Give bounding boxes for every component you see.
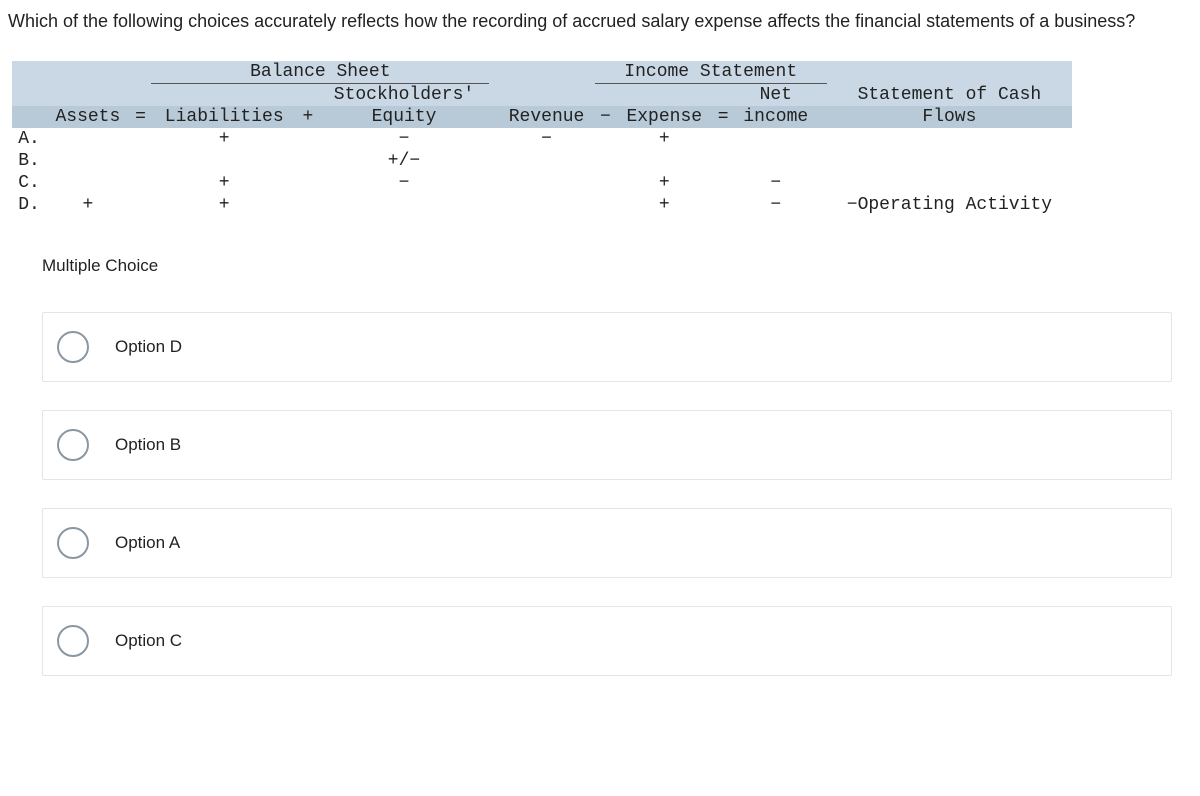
cell-cf [827,128,1072,150]
radio-icon[interactable] [57,429,89,461]
cell-assets: + [46,194,130,216]
option-row[interactable]: Option B [42,410,1172,480]
multiple-choice-heading: Multiple Choice [42,256,1192,276]
group-balance-sheet: Balance Sheet [151,61,489,84]
cell-rev [499,172,595,194]
table-header-row-2: Assets = Liabilities + Equity Revenue − … [12,106,1072,128]
cell-ni: − [734,172,818,194]
options-group: Option D Option B Option A Option C [42,312,1192,676]
option-label: Option A [115,533,180,553]
cell-rev [499,194,595,216]
hdr-stockholders-2: Equity [319,106,490,128]
hdr-eq2: = [712,106,734,128]
cell-assets [46,172,130,194]
radio-icon[interactable] [57,625,89,657]
row-label: D. [12,194,46,216]
table-row: A. + − − + [12,128,1072,150]
hdr-plus1: + [297,106,319,128]
cell-se: − [319,128,490,150]
cell-assets [46,150,130,172]
cell-ni [734,128,818,150]
accounting-table: Balance Sheet Income Statement Stockhold… [12,61,1072,216]
row-label: A. [12,128,46,150]
cell-liab [151,150,297,172]
row-label: C. [12,172,46,194]
cell-rev: − [499,128,595,150]
hdr-net-2: income [734,106,818,128]
option-row[interactable]: Option C [42,606,1172,676]
hdr-revenue: Revenue [499,106,595,128]
cell-cf: −Operating Activity [827,194,1072,216]
cell-exp: + [616,128,712,150]
cell-rev [499,150,595,172]
hdr-eq1: = [130,106,152,128]
hdr-liabilities: Liabilities [151,106,297,128]
cell-liab: + [151,172,297,194]
table-row: C. + − + − [12,172,1072,194]
accounting-table-wrap: Balance Sheet Income Statement Stockhold… [12,61,1192,216]
question-text: Which of the following choices accuratel… [8,10,1192,33]
option-label: Option C [115,631,182,651]
hdr-cashflows-2: Flows [827,106,1072,128]
table-row: B. +/− [12,150,1072,172]
hdr-minus: − [595,106,617,128]
cell-exp: + [616,172,712,194]
hdr-assets: Assets [46,106,130,128]
group-income-statement: Income Statement [595,61,827,84]
option-row[interactable]: Option A [42,508,1172,578]
option-label: Option D [115,337,182,357]
cell-exp [616,150,712,172]
hdr-expense: Expense [616,106,712,128]
cell-ni: − [734,194,818,216]
table-group-row: Balance Sheet Income Statement [12,61,1072,84]
table-row: D. + + + − −Operating Activity [12,194,1072,216]
hdr-stockholders-1: Stockholders' [319,84,490,107]
cell-assets [46,128,130,150]
hdr-cashflows-1: Statement of Cash [827,84,1072,107]
cell-liab: + [151,194,297,216]
hdr-net-1: Net [734,84,818,107]
cell-cf [827,150,1072,172]
cell-exp: + [616,194,712,216]
option-label: Option B [115,435,181,455]
cell-ni [734,150,818,172]
table-header-row-1: Stockholders' Net Statement of Cash [12,84,1072,107]
cell-liab: + [151,128,297,150]
cell-se: − [319,172,490,194]
radio-icon[interactable] [57,527,89,559]
option-row[interactable]: Option D [42,312,1172,382]
cell-se: +/− [319,150,490,172]
row-label: B. [12,150,46,172]
cell-se [319,194,490,216]
cell-cf [827,172,1072,194]
radio-icon[interactable] [57,331,89,363]
